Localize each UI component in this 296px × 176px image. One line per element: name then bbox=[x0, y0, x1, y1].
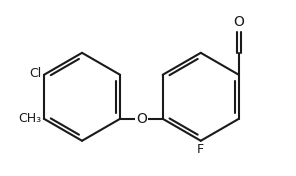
Text: CH₃: CH₃ bbox=[18, 112, 41, 125]
Text: Cl: Cl bbox=[29, 67, 41, 80]
Text: F: F bbox=[197, 143, 204, 156]
Text: O: O bbox=[234, 15, 244, 29]
Text: O: O bbox=[136, 112, 147, 126]
